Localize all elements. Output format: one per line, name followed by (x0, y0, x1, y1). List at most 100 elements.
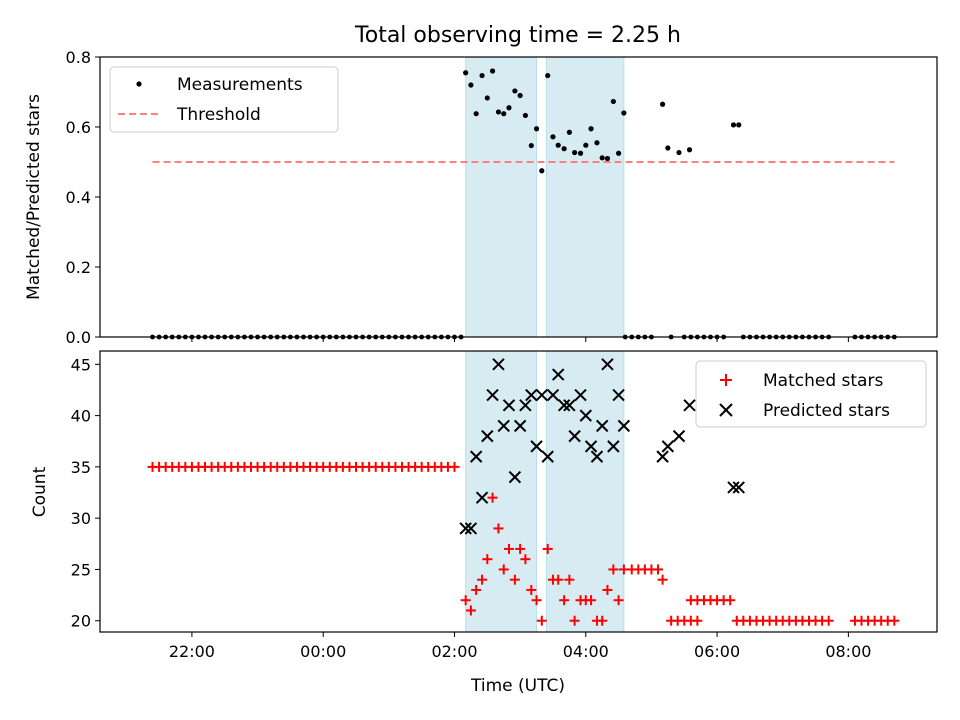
matched-star-point (569, 615, 580, 626)
bottom-legend-box (695, 360, 927, 428)
predicted-star-point (656, 450, 669, 463)
matched-star-point (542, 543, 553, 554)
predicted-star-point (557, 399, 571, 412)
x-tick-label: 02:00 (431, 642, 477, 661)
matched-star-point (465, 605, 476, 616)
matched-star-point (692, 615, 703, 626)
measurement-point (599, 155, 605, 161)
shaded-interval-1 (545, 56, 625, 338)
measurement-point (604, 155, 611, 162)
legend-threshold-label: Threshold (176, 105, 261, 125)
measurement-point (561, 146, 567, 152)
matched-star-point (823, 615, 834, 626)
measurement-point (676, 149, 682, 156)
measurement-point (659, 101, 666, 107)
top-y-tick-label: 0.6 (66, 118, 91, 137)
measurement-point (594, 140, 600, 146)
measurement-point (539, 168, 545, 174)
matched-star-point (509, 574, 520, 585)
top-legend-box (109, 66, 339, 133)
matched-star-point (460, 595, 471, 606)
predicted-star-point (732, 481, 745, 494)
bottom-y-tick-label: 45 (71, 355, 91, 374)
predicted-star-point (519, 399, 532, 412)
legend-predicted-marker (719, 403, 733, 417)
predicted-star-point (568, 429, 581, 443)
matched-star-point (487, 492, 498, 503)
measurement-point (621, 110, 627, 116)
measurement-point (512, 88, 518, 94)
matched-star-point (493, 523, 504, 534)
matched-star-point (449, 461, 460, 472)
measurement-point (583, 142, 589, 148)
x-axis-label: Time (UTC) (470, 676, 565, 696)
matched-star-point (477, 574, 488, 585)
top-panel: 0.00.20.40.60.8 Matched/Predicted stars … (24, 48, 938, 347)
matched-star-point (608, 564, 619, 575)
predicted-star-point (464, 522, 478, 535)
matched-star-point (597, 615, 608, 626)
matched-star-point (471, 584, 482, 595)
matched-star-point (564, 574, 575, 585)
measurement-point (665, 145, 671, 151)
top-y-tick-label: 0.8 (66, 48, 91, 67)
matched-star-point (520, 554, 531, 565)
matched-star-point (536, 615, 547, 626)
predicted-star-point (541, 450, 554, 463)
predicted-star-point (607, 440, 620, 453)
matched-star-point (482, 554, 493, 565)
matched-star-point (515, 543, 526, 554)
bottom-y-tick-label: 20 (71, 612, 91, 631)
measurement-point (528, 142, 534, 149)
predicted-star-point (530, 440, 543, 453)
predicted-star-point (513, 419, 527, 433)
matched-star-point (559, 595, 570, 606)
bottom-y-ticks: 20 25 30 35 40 45 (71, 355, 100, 631)
x-tick-label: 08:00 (825, 642, 871, 661)
predicted-star-point (535, 388, 549, 402)
predicted-star-point (469, 450, 483, 463)
top-legend: Measurements Threshold (109, 66, 339, 133)
matched-star-point (553, 574, 564, 585)
predicted-star-point (486, 388, 499, 402)
x-tick-label: 04:00 (563, 642, 609, 661)
predicted-star-point (601, 358, 614, 371)
predicted-star-point (525, 388, 538, 402)
measurement-point (572, 149, 578, 156)
predicted-star-point (497, 419, 510, 433)
predicted-star-point (727, 481, 740, 494)
top-x-ticks (191, 337, 849, 342)
measurement-point (555, 142, 561, 148)
legend-measurements-marker (136, 81, 142, 87)
top-y-tick-label: 0.2 (66, 258, 91, 277)
top-y-tick-label: 0.0 (66, 328, 91, 347)
matched-star-point (602, 584, 613, 595)
x-tick-label: 22:00 (169, 642, 215, 661)
predicted-star-point (590, 450, 604, 463)
top-y-ticks: 0.0 0.2 0.4 0.6 0.8 (66, 48, 100, 347)
predicted-star-point (574, 388, 587, 402)
measurement-point (484, 95, 490, 101)
bottom-y-tick-label: 40 (71, 407, 91, 426)
bottom-shaded-intervals (465, 350, 625, 633)
top-y-tick-label: 0.4 (66, 188, 91, 207)
predicted-star-point (617, 419, 631, 433)
legend-measurements-label: Measurements (177, 75, 303, 95)
matched-star-point (725, 595, 736, 606)
matched-star-point (613, 595, 624, 606)
predicted-star-points (459, 358, 745, 535)
measurement-point (566, 129, 572, 135)
bottom-panel: 20 25 30 35 40 45 22:00 00:00 02:00 04:00 06:00 08… (30, 350, 938, 696)
legend-matched-marker (720, 374, 732, 386)
measurement-point (736, 122, 742, 128)
top-y-axis-label: Matched/Predicted stars (24, 94, 44, 300)
measurement-point (463, 70, 469, 76)
top-shaded-intervals (465, 56, 625, 338)
measurement-point (686, 147, 693, 153)
bottom-x-ticks: 22:00 00:00 02:00 04:00 06:00 08:00 (169, 632, 871, 661)
predicted-star-point (563, 399, 576, 412)
legend-predicted-label: Predicted stars (763, 401, 890, 421)
measurement-point (517, 92, 523, 99)
measurement-point (501, 111, 507, 117)
predicted-star-point (683, 399, 696, 412)
